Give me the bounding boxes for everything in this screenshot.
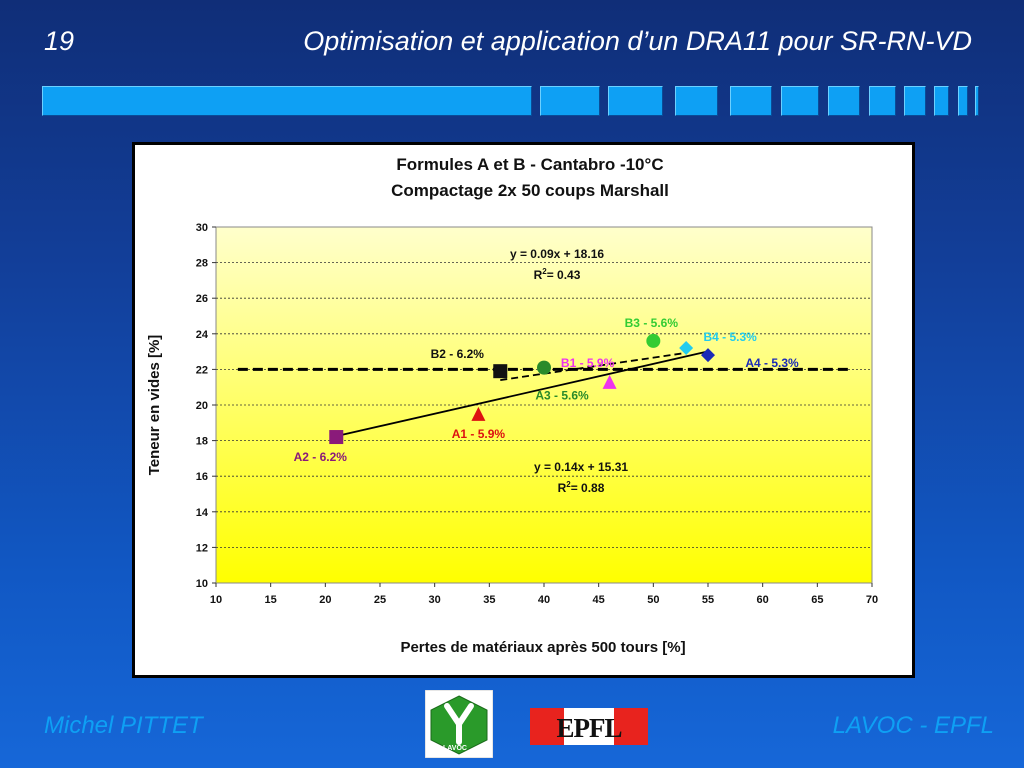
y-tick-label: 28 bbox=[196, 258, 208, 270]
chart-frame: Formules A et B - Cantabro -10°C Compact… bbox=[132, 142, 915, 678]
lavoc-logo: LAVOC bbox=[424, 689, 494, 759]
epfl-logo: EPFL bbox=[530, 708, 648, 745]
deco-segment bbox=[934, 86, 949, 116]
y-tick-label: 22 bbox=[196, 364, 208, 376]
y-tick-label: 12 bbox=[196, 542, 208, 554]
deco-segment bbox=[608, 86, 663, 116]
point-label: A4 - 5.3% bbox=[745, 356, 799, 370]
x-tick-label: 35 bbox=[483, 594, 495, 606]
decorative-bar bbox=[0, 86, 1024, 118]
chart-subtitle: Compactage 2x 50 coups Marshall bbox=[391, 181, 669, 200]
x-tick-label: 25 bbox=[374, 594, 386, 606]
x-tick-label: 50 bbox=[647, 594, 659, 606]
x-tick-label: 40 bbox=[538, 594, 550, 606]
trend-equation-1: y = 0.14x + 15.31 bbox=[534, 460, 628, 474]
point-marker bbox=[701, 348, 715, 363]
trend-labels: y = 0.09x + 18.16 R2= 0.43 y = 0.14x + 1… bbox=[510, 247, 628, 495]
grid-layer bbox=[216, 262, 872, 548]
y-tick-label: 24 bbox=[196, 329, 209, 341]
footer-org: LAVOC - EPFL bbox=[832, 712, 994, 739]
x-tick-label: 70 bbox=[866, 594, 878, 606]
point-label: A1 - 5.9% bbox=[452, 427, 506, 441]
chart-title: Formules A et B - Cantabro -10°C bbox=[396, 155, 663, 174]
y-tick-label: 26 bbox=[196, 293, 208, 305]
x-tick-label: 20 bbox=[319, 594, 331, 606]
y-tick-label: 30 bbox=[196, 222, 208, 234]
y-tick-label: 10 bbox=[196, 578, 208, 590]
trend-r2-sup: 2 bbox=[542, 267, 547, 276]
deco-segment bbox=[904, 86, 926, 116]
trend-r2-label: R bbox=[534, 268, 543, 282]
deco-segment bbox=[958, 86, 968, 116]
labels-layer: A1 - 5.9% A2 - 6.2% A3 - 5.6% A4 - 5.3% B1 -… bbox=[294, 316, 799, 464]
point-marker bbox=[646, 333, 661, 348]
x-tick-label: 60 bbox=[757, 594, 769, 606]
x-tick-label: 15 bbox=[265, 594, 277, 606]
x-tick-label: 45 bbox=[593, 594, 605, 606]
lavoc-logo-text: LAVOC bbox=[443, 745, 467, 752]
trend-r2-label: R bbox=[558, 481, 567, 495]
x-tick-label: 65 bbox=[811, 594, 823, 606]
point-marker bbox=[329, 430, 344, 445]
slide-title: Optimisation et application d’un DRA11 p… bbox=[303, 26, 972, 56]
slide-number: 19 bbox=[44, 26, 75, 56]
x-tick-label: 55 bbox=[702, 594, 714, 606]
trend-r2-1: R2= 0.88 bbox=[558, 480, 605, 495]
trendline-2 bbox=[500, 351, 687, 381]
deco-segment bbox=[869, 86, 896, 116]
trend-r2-value: = 0.88 bbox=[571, 481, 605, 495]
point-marker bbox=[537, 360, 551, 375]
deco-segment bbox=[42, 86, 532, 116]
trend-r2-2: R2= 0.43 bbox=[534, 267, 581, 282]
y-tick-label: 16 bbox=[196, 471, 208, 483]
points-layer bbox=[329, 333, 715, 445]
point-marker bbox=[602, 374, 617, 389]
x-tick-label: 30 bbox=[429, 594, 441, 606]
trend-r2-value: = 0.43 bbox=[547, 268, 581, 282]
trend-r2-sup: 2 bbox=[566, 480, 571, 489]
deco-segment bbox=[675, 86, 718, 116]
y-axis-label: Teneur en vides [%] bbox=[146, 335, 163, 476]
point-label: B4 - 5.3% bbox=[703, 330, 757, 344]
deco-segment bbox=[540, 86, 600, 116]
epfl-logo-text: EPFL bbox=[556, 713, 621, 743]
trend-equation-2: y = 0.09x + 18.16 bbox=[510, 247, 604, 261]
point-marker bbox=[493, 364, 508, 379]
chart-svg: Formules A et B - Cantabro -10°C Compact… bbox=[146, 155, 878, 656]
deco-segment bbox=[730, 86, 772, 116]
point-marker bbox=[679, 341, 694, 356]
point-label: B2 - 6.2% bbox=[431, 347, 485, 361]
point-marker bbox=[471, 406, 486, 421]
point-label: B1 - 5.9% bbox=[561, 356, 615, 370]
footer-author: Michel PITTET bbox=[44, 712, 203, 739]
y-tick-label: 18 bbox=[196, 436, 208, 448]
y-tick-label: 20 bbox=[196, 400, 208, 412]
deco-segment bbox=[828, 86, 860, 116]
x-axis-label: Pertes de matériaux après 500 tours [%] bbox=[400, 639, 685, 656]
point-label: B3 - 5.6% bbox=[625, 316, 679, 330]
x-tick-label: 10 bbox=[210, 594, 222, 606]
point-label: A3 - 5.6% bbox=[535, 389, 589, 403]
y-tick-label: 14 bbox=[196, 507, 209, 519]
deco-segment bbox=[781, 86, 819, 116]
deco-segment bbox=[975, 86, 979, 116]
trendline-1 bbox=[336, 350, 709, 438]
point-label: A2 - 6.2% bbox=[294, 450, 348, 464]
